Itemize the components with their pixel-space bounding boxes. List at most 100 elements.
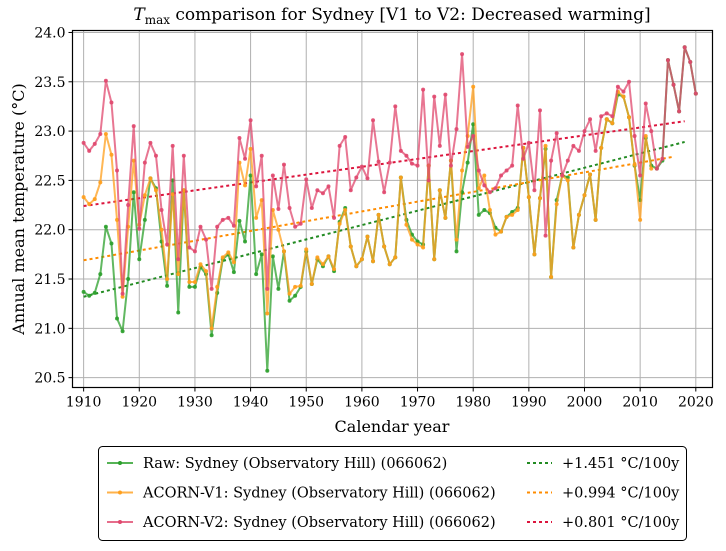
data-point: [98, 132, 103, 137]
data-point: [421, 245, 426, 250]
data-point: [632, 162, 637, 167]
data-point: [309, 281, 314, 286]
data-point: [404, 222, 409, 227]
data-point: [243, 183, 248, 188]
data-point: [109, 100, 114, 105]
data-point: [437, 143, 442, 148]
data-point: [92, 197, 97, 202]
x-tick-label: 1960: [344, 395, 380, 411]
x-tick-label: 2010: [622, 395, 658, 411]
data-point: [281, 249, 286, 254]
data-point: [176, 272, 181, 277]
data-point: [521, 156, 526, 161]
data-point: [248, 118, 253, 123]
legend-trend-label: +0.994 °C/100y: [562, 486, 680, 502]
y-tick-label: 21.0: [34, 321, 65, 337]
y-tick-label: 24.0: [34, 25, 65, 41]
data-point: [510, 212, 515, 217]
data-point: [131, 124, 136, 129]
data-point: [204, 237, 209, 242]
y-tick-label: 21.5: [34, 272, 65, 288]
data-point: [103, 224, 108, 229]
data-point: [209, 286, 214, 291]
data-point: [504, 214, 509, 219]
data-point: [404, 153, 409, 158]
data-point: [649, 129, 654, 134]
data-point: [165, 283, 170, 288]
data-point: [87, 148, 92, 153]
trend-line: [83, 120, 685, 208]
data-point: [237, 135, 242, 140]
data-point: [181, 153, 186, 158]
data-point: [192, 249, 197, 254]
data-point: [398, 148, 403, 153]
data-point: [576, 212, 581, 217]
series-group: [81, 45, 698, 296]
data-point: [554, 202, 559, 207]
data-point: [359, 164, 364, 169]
legend-label: ACORN-V1: Sydney (Observatory Hill) (066…: [142, 486, 496, 502]
data-point: [487, 190, 492, 195]
data-point: [615, 84, 620, 89]
data-point: [471, 134, 476, 139]
data-point: [176, 257, 181, 262]
x-axis-label: Calendar year: [335, 417, 450, 436]
data-point: [649, 166, 654, 171]
data-point: [287, 206, 292, 211]
data-point: [409, 161, 414, 166]
trend-line: [83, 155, 674, 262]
x-tick-label: 1910: [66, 395, 102, 411]
data-point: [270, 173, 275, 178]
x-tick-label: 2020: [678, 395, 714, 411]
data-point: [293, 224, 298, 229]
data-point: [643, 101, 648, 106]
data-point: [515, 207, 520, 212]
data-point: [515, 103, 520, 108]
data-point: [332, 267, 337, 272]
data-point: [610, 114, 615, 119]
trend-line: [83, 140, 685, 298]
data-point: [627, 79, 632, 84]
legend-trend-label: +0.801 °C/100y: [562, 515, 680, 531]
data-point: [270, 254, 275, 259]
x-tick-label: 1920: [121, 395, 157, 411]
data-point: [243, 156, 248, 161]
data-point: [677, 109, 682, 114]
data-point: [549, 275, 554, 280]
legend-label: ACORN-V2: Sydney (Observatory Hill) (066…: [142, 515, 496, 531]
data-point: [165, 242, 170, 247]
x-axis-ticks: 1910 1920 1930 1940 1950 1960 1970 1980 1990 2000…: [66, 387, 714, 411]
data-point: [426, 178, 431, 183]
data-point: [365, 176, 370, 181]
data-point: [371, 118, 376, 123]
legend-trend-label: +1.451 °C/100y: [562, 456, 680, 472]
data-point: [187, 279, 192, 284]
legend: Raw: Sydney (Observatory Hill) (066062) A…: [98, 446, 687, 541]
data-point: [254, 272, 259, 277]
data-point: [204, 269, 209, 274]
x-tick-label: 1950: [288, 395, 324, 411]
y-tick-label: 20.5: [34, 371, 65, 387]
data-point: [226, 250, 231, 255]
data-point: [287, 291, 292, 296]
data-point: [159, 207, 164, 212]
data-point: [187, 245, 192, 250]
series-group: [81, 84, 654, 331]
data-point: [487, 207, 492, 212]
data-point: [293, 284, 298, 289]
y-axis-label: Annual mean temperature (°C): [9, 83, 28, 335]
data-point: [482, 207, 487, 212]
data-point: [465, 160, 470, 165]
data-point: [231, 260, 236, 265]
y-tick-label: 22.0: [34, 223, 65, 239]
data-point: [537, 108, 542, 113]
data-point: [265, 311, 270, 316]
legend-box: [98, 446, 687, 541]
data-point: [643, 134, 648, 139]
data-point: [87, 293, 92, 298]
data-point: [109, 241, 114, 246]
legend-marker: [118, 490, 122, 495]
data-point: [476, 168, 481, 173]
data-point: [354, 175, 359, 180]
data-point: [115, 168, 120, 173]
